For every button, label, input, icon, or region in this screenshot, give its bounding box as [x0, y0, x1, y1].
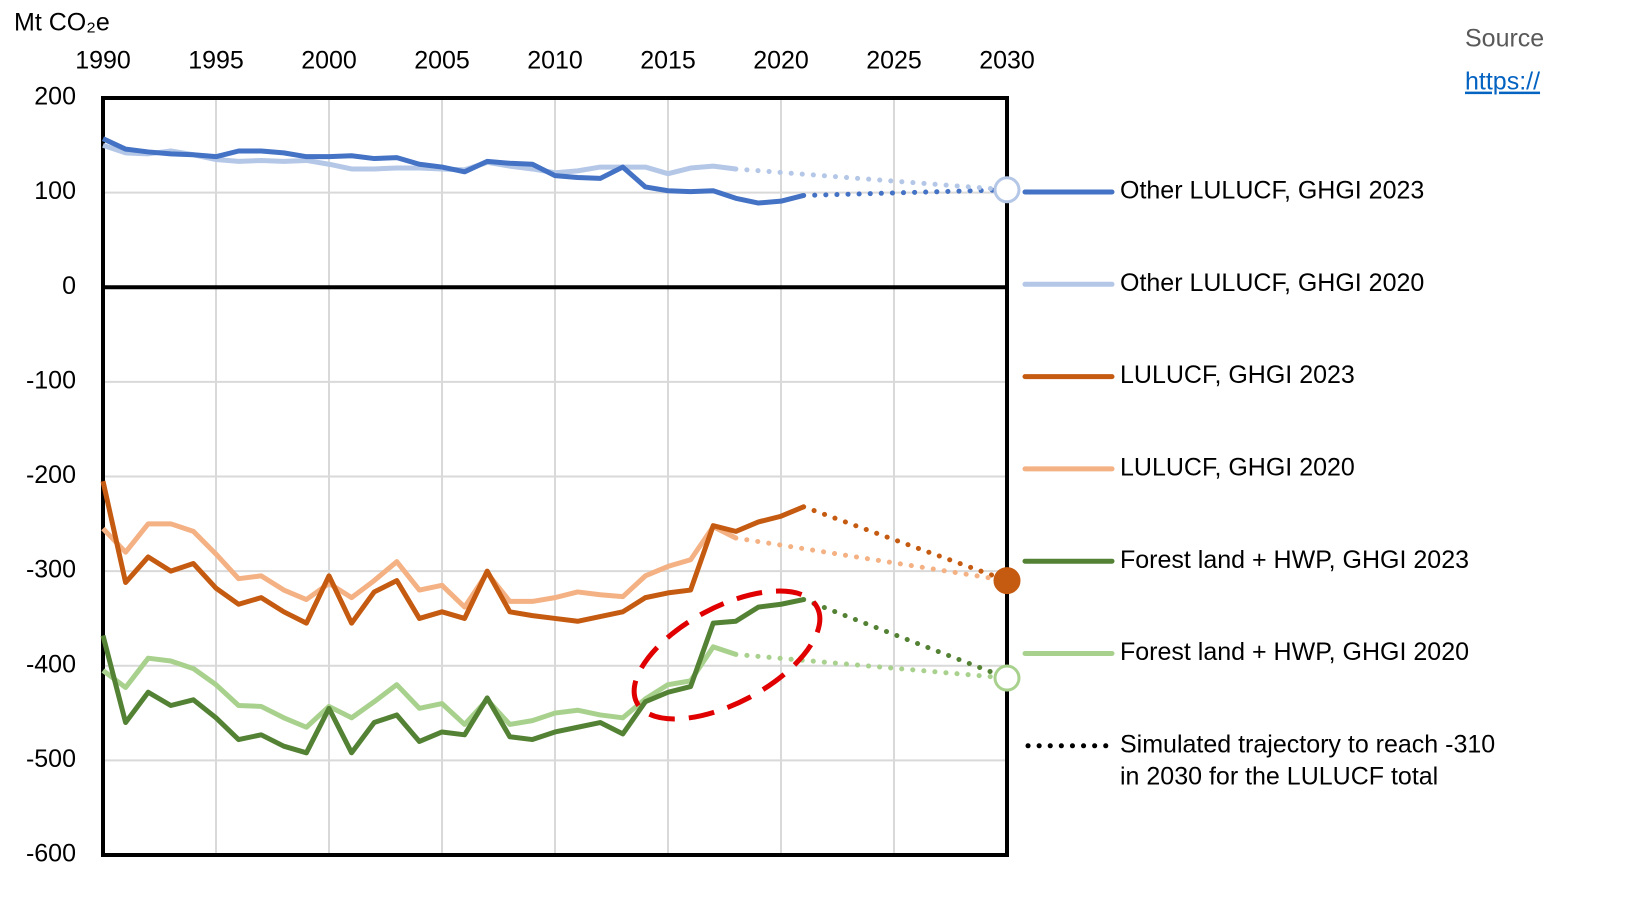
trajectory-line [733, 166, 1010, 193]
y-tick-label: -400 [26, 650, 76, 678]
source-link[interactable]: https:// [1465, 68, 1540, 96]
legend-label: in 2030 for the LULUCF total [1120, 762, 1438, 790]
y-tick-label: -300 [26, 556, 76, 584]
y-tick-label: 100 [34, 177, 76, 205]
series-line [101, 644, 737, 730]
trajectory-line [733, 651, 1010, 681]
legend-label: Other LULUCF, GHGI 2020 [1120, 269, 1424, 297]
x-tick-label: 2015 [640, 47, 696, 75]
x-tick-label: 2000 [301, 47, 357, 75]
trajectory-line [801, 504, 1010, 584]
highlight-ellipse [631, 588, 823, 722]
trajectory-end-marker [993, 664, 1021, 692]
series-line [101, 136, 805, 206]
legend-label: Forest land + HWP, GHGI 2020 [1120, 638, 1469, 666]
trajectory-line [801, 597, 1010, 681]
y-tick-label: 0 [62, 272, 76, 300]
legend-label: Other LULUCF, GHGI 2023 [1120, 177, 1424, 205]
series-line [100, 480, 805, 626]
x-tick-label: 2025 [866, 47, 922, 75]
legend-label: Simulated trajectory to reach -310 [1120, 730, 1495, 758]
x-tick-label: 2030 [979, 47, 1035, 75]
y-tick-label: -100 [26, 366, 76, 394]
x-tick-label: 1995 [188, 47, 244, 75]
trajectory-end-marker [993, 567, 1021, 595]
trajectory-end-marker [993, 176, 1021, 204]
y-axis-label: Mt CO₂e [14, 9, 110, 37]
trajectory-line [733, 535, 1010, 584]
legend-label: LULUCF, GHGI 2023 [1120, 361, 1355, 389]
x-tick-label: 1990 [75, 47, 131, 75]
x-tick-label: 2005 [414, 47, 470, 75]
legend-label: LULUCF, GHGI 2020 [1120, 454, 1355, 482]
plot-border [101, 96, 1009, 857]
y-tick-label: -200 [26, 461, 76, 489]
trajectory-line [801, 187, 1010, 198]
series-line [102, 142, 737, 177]
series-line [101, 521, 737, 610]
y-tick-label: 200 [34, 83, 76, 111]
source-label: Source [1465, 25, 1544, 53]
x-tick-label: 2020 [753, 47, 809, 75]
series-line [100, 597, 805, 756]
y-tick-label: -600 [26, 840, 76, 868]
x-tick-label: 2010 [527, 47, 583, 75]
y-tick-label: -500 [26, 745, 76, 773]
legend-label: Forest land + HWP, GHGI 2023 [1120, 546, 1469, 574]
